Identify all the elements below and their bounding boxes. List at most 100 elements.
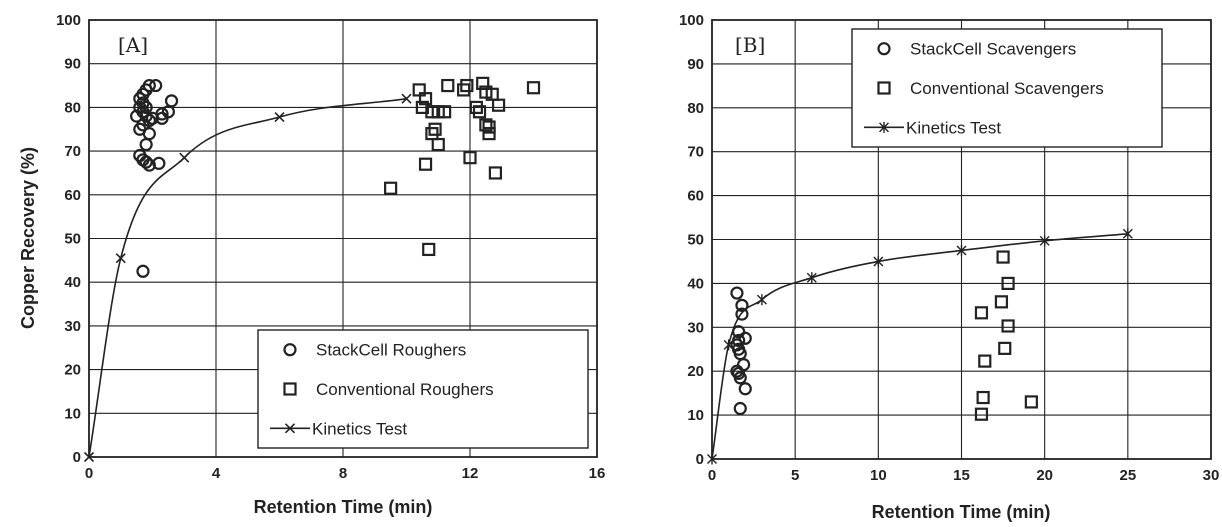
data-point	[142, 158, 156, 172]
data-point	[978, 354, 992, 368]
legend-item: Kinetics Test	[270, 419, 407, 438]
data-point	[873, 255, 884, 267]
y-tick-label: 30	[64, 318, 81, 335]
y-tick-label: 70	[687, 144, 704, 161]
data-point	[974, 407, 989, 421]
legend: StackCell Scavengers Conventional Scaveng…	[851, 28, 1163, 148]
data-point	[179, 152, 190, 163]
legend-symbol	[283, 382, 297, 396]
y-tick-label: 70	[64, 143, 81, 160]
legend-symbol	[877, 42, 891, 56]
y-tick-label: 90	[687, 56, 704, 73]
legend-label: Kinetics Test	[906, 118, 1001, 137]
x-tick-label: 12	[462, 465, 479, 482]
data-point	[115, 253, 126, 264]
legend-label: Conventional Scavengers	[910, 79, 1104, 98]
data-point	[1122, 228, 1133, 240]
y-tick-label: 10	[687, 407, 704, 424]
data-point	[976, 390, 990, 405]
legend-item: Conventional Scavengers	[877, 79, 1104, 98]
y-tick-label: 20	[687, 363, 704, 380]
data-point	[463, 151, 477, 165]
data-point	[83, 451, 95, 463]
panel-label: [A]	[118, 33, 148, 57]
plot-frame	[711, 19, 1212, 460]
series-stackcell-roughers	[130, 78, 179, 278]
chart-panel-b: 0 5 10 15 20 25 30 0 10 20 30 40 50 60 70 80 90 100 Retent…	[679, 12, 1219, 522]
data-point	[441, 78, 455, 93]
y-tick-label: 20	[64, 362, 81, 379]
x-tick-label: 25	[1119, 467, 1136, 484]
y-tick-label: 90	[64, 56, 81, 73]
data-point	[431, 137, 445, 152]
legend: StackCell Roughers Conventional Roughers K…	[257, 329, 589, 449]
y-axis-title: Copper Recovery (%)	[18, 147, 38, 329]
data-point	[149, 78, 163, 93]
legend-item: StackCell Roughers	[283, 341, 466, 360]
data-point	[730, 286, 744, 300]
x-tick-label: 8	[339, 465, 347, 482]
data-point	[491, 98, 506, 112]
legend-label: Conventional Roughers	[316, 380, 494, 399]
gridlines	[88, 19, 598, 458]
data-point	[956, 244, 967, 256]
data-point	[418, 157, 433, 171]
data-point	[142, 78, 156, 93]
series-line	[88, 97, 407, 458]
data-point	[738, 331, 752, 345]
data-point	[994, 295, 1009, 309]
legend-item: Kinetics Test	[864, 118, 1001, 137]
data-point	[488, 166, 502, 180]
y-tick-label: 30	[687, 319, 704, 336]
data-point	[139, 155, 153, 169]
panel-label: [B]	[735, 33, 765, 57]
y-tick-label: 60	[64, 187, 81, 204]
legend-symbol	[283, 343, 297, 357]
data-point	[526, 81, 541, 95]
data-point	[460, 78, 474, 93]
data-point	[136, 264, 150, 278]
y-tick-label: 0	[73, 449, 81, 466]
y-tick-label: 100	[679, 12, 704, 29]
x-tick-label: 5	[791, 467, 799, 484]
data-point	[457, 83, 471, 97]
data-point	[274, 111, 285, 123]
x-tick-label: 4	[212, 465, 221, 482]
y-tick-label: 60	[687, 188, 704, 205]
data-point	[476, 76, 490, 90]
legend-item: StackCell Scavengers	[877, 40, 1076, 59]
data-point	[482, 120, 496, 134]
data-point	[806, 272, 817, 284]
data-point	[735, 298, 749, 312]
data-point	[1001, 276, 1015, 290]
data-point	[438, 105, 452, 119]
chart-panel-a: 0 4 8 12 16 0 10 20 30 40 50 60 70 80 90 100 Retention T…	[18, 12, 605, 517]
data-point	[1001, 319, 1015, 333]
x-tick-label: 0	[85, 465, 93, 482]
legend-symbol	[877, 81, 891, 95]
x-tick-label: 30	[1203, 467, 1220, 484]
data-point	[707, 453, 717, 465]
y-tick-label: 80	[64, 99, 81, 116]
y-tick-label: 80	[687, 100, 704, 117]
x-tick-label: 15	[953, 467, 970, 484]
series-conventional-scavengers	[974, 250, 1038, 421]
data-point	[996, 250, 1010, 264]
x-axis-title: Retention Time (min)	[872, 502, 1051, 522]
legend-symbol	[879, 121, 889, 133]
y-tick-label: 40	[687, 275, 704, 292]
x-axis-title: Retention Time (min)	[254, 497, 433, 517]
data-point	[733, 371, 747, 385]
data-point	[733, 401, 747, 416]
data-point	[735, 307, 749, 321]
data-point	[164, 94, 179, 108]
y-tick-label: 100	[56, 12, 81, 29]
data-point	[756, 294, 767, 306]
data-point	[738, 382, 752, 396]
series-conventional-roughers	[384, 76, 541, 257]
data-point	[418, 92, 433, 106]
plot-frame	[88, 19, 598, 458]
series-kinetics-test	[83, 93, 412, 463]
y-tick-label: 50	[687, 232, 704, 249]
